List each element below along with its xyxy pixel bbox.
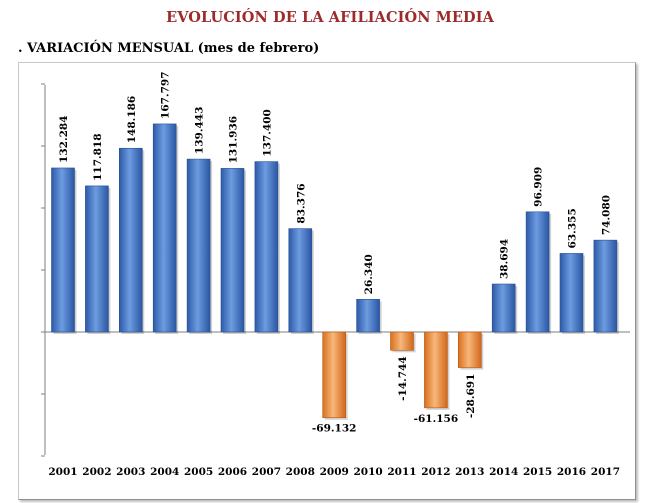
bar-2004 <box>152 123 177 333</box>
x-tick-label: 2014 <box>489 466 518 478</box>
value-label: -28.691 <box>465 374 477 419</box>
chart-subtitle: . VARIACIÓN MENSUAL (mes de febrero) <box>18 41 320 56</box>
value-label: 74.080 <box>600 195 612 235</box>
bar-2014 <box>491 283 516 333</box>
bar-2007 <box>254 161 279 333</box>
value-label: 26.340 <box>363 254 375 294</box>
bar-2003 <box>119 147 143 333</box>
value-label: -61.156 <box>414 413 459 425</box>
value-label: -14.744 <box>397 356 409 401</box>
x-tick-label: 2007 <box>252 466 281 478</box>
x-tick-label: 2013 <box>455 466 484 478</box>
bar-2009 <box>322 331 347 419</box>
x-tick-label: 2006 <box>218 466 247 478</box>
value-label: -69.132 <box>312 423 357 435</box>
bar-2012 <box>424 331 448 409</box>
value-label: 83.376 <box>295 183 307 223</box>
x-tick-label: 2012 <box>421 466 450 478</box>
value-label: 139.443 <box>194 107 206 155</box>
bar-2001 <box>51 167 75 333</box>
bar-2010 <box>356 299 380 333</box>
x-tick-label: 2011 <box>387 466 416 478</box>
bar-2011 <box>390 331 414 351</box>
bar-2008 <box>288 228 313 333</box>
value-label: 167.797 <box>160 71 172 119</box>
x-tick-label: 2015 <box>523 466 552 478</box>
bar-2013 <box>457 331 482 368</box>
value-label: 117.818 <box>92 133 104 180</box>
x-tick-label: 2008 <box>286 466 315 478</box>
bar-2005 <box>186 158 211 333</box>
x-tick-label: 2001 <box>48 466 77 478</box>
x-tick-label: 2002 <box>82 466 111 478</box>
bar-2006 <box>220 168 245 333</box>
value-label: 137.400 <box>261 109 273 157</box>
x-tick-label: 2010 <box>353 466 382 478</box>
x-tick-label: 2016 <box>557 466 586 478</box>
x-tick-label: 2003 <box>116 466 145 478</box>
bar-2016 <box>559 253 584 333</box>
x-tick-label: 2004 <box>150 466 179 478</box>
value-label: 132.284 <box>58 115 70 163</box>
value-label: 131.936 <box>228 116 240 164</box>
bar-2017 <box>593 239 618 333</box>
value-label: 96.909 <box>533 167 545 207</box>
bar-2002 <box>85 185 109 333</box>
value-label: 148.186 <box>126 96 138 144</box>
bar-2015 <box>525 211 550 333</box>
value-label: 63.355 <box>567 208 579 248</box>
x-tick-label: 2017 <box>591 466 620 478</box>
x-tick-label: 2009 <box>320 466 349 478</box>
chart-title: EVOLUCIÓN DE LA AFILIACIÓN MEDIA <box>166 9 494 26</box>
x-tick-label: 2005 <box>184 466 213 478</box>
value-label: 38.694 <box>499 239 511 279</box>
